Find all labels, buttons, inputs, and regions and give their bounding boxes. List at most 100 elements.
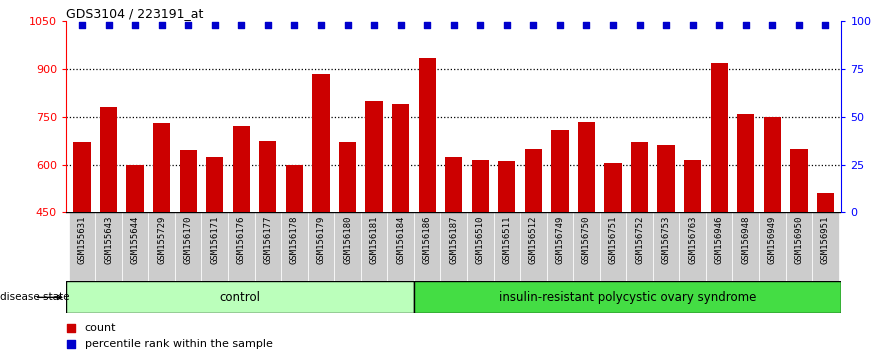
- Bar: [259, 141, 277, 354]
- Bar: [790, 149, 808, 354]
- Text: GSM156950: GSM156950: [795, 216, 803, 264]
- Point: [75, 22, 89, 28]
- Point: [208, 22, 222, 28]
- Bar: [631, 142, 648, 354]
- Point: [314, 22, 328, 28]
- Text: GSM156751: GSM156751: [609, 216, 618, 264]
- Bar: [706, 212, 732, 281]
- Bar: [127, 165, 144, 354]
- Bar: [737, 114, 754, 354]
- Text: percentile rank within the sample: percentile rank within the sample: [85, 339, 272, 349]
- Bar: [759, 212, 786, 281]
- Bar: [180, 150, 196, 354]
- Point: [261, 22, 275, 28]
- Bar: [711, 63, 728, 354]
- Bar: [233, 126, 250, 354]
- Text: GSM155644: GSM155644: [130, 216, 139, 264]
- Bar: [679, 212, 706, 281]
- Text: GSM156511: GSM156511: [502, 216, 511, 264]
- Bar: [175, 212, 202, 281]
- Text: GSM156512: GSM156512: [529, 216, 538, 264]
- Text: GSM155643: GSM155643: [104, 216, 113, 264]
- Bar: [600, 212, 626, 281]
- Point: [606, 22, 620, 28]
- Point: [685, 22, 700, 28]
- Text: GSM155729: GSM155729: [157, 216, 167, 264]
- Bar: [440, 212, 467, 281]
- Text: GSM156180: GSM156180: [343, 216, 352, 264]
- Bar: [764, 117, 781, 354]
- Bar: [392, 104, 410, 354]
- Bar: [578, 121, 595, 354]
- Bar: [388, 212, 414, 281]
- Text: count: count: [85, 322, 116, 332]
- Point: [739, 22, 753, 28]
- Bar: [626, 212, 653, 281]
- Bar: [812, 212, 839, 281]
- Point: [553, 22, 567, 28]
- Text: disease state: disease state: [0, 292, 70, 302]
- Bar: [414, 212, 440, 281]
- Point: [154, 22, 168, 28]
- Text: insulin-resistant polycystic ovary syndrome: insulin-resistant polycystic ovary syndr…: [499, 291, 756, 304]
- Point: [580, 22, 594, 28]
- Bar: [445, 156, 463, 354]
- Bar: [228, 212, 255, 281]
- Bar: [334, 212, 361, 281]
- Bar: [339, 142, 356, 354]
- Text: GSM156949: GSM156949: [768, 216, 777, 264]
- Text: GSM156187: GSM156187: [449, 216, 458, 264]
- Bar: [552, 130, 568, 354]
- Bar: [255, 212, 281, 281]
- Point: [712, 22, 726, 28]
- Bar: [604, 163, 622, 354]
- Bar: [817, 193, 834, 354]
- Bar: [69, 212, 95, 281]
- Bar: [657, 145, 675, 354]
- Text: GSM156186: GSM156186: [423, 216, 432, 264]
- Point: [633, 22, 647, 28]
- Bar: [361, 212, 388, 281]
- Text: GSM156948: GSM156948: [741, 216, 751, 264]
- Point: [447, 22, 461, 28]
- Text: GSM156750: GSM156750: [582, 216, 591, 264]
- Point: [328, 274, 342, 279]
- Text: GSM156178: GSM156178: [290, 216, 299, 264]
- Point: [340, 22, 354, 28]
- Text: GSM156951: GSM156951: [821, 216, 830, 264]
- Bar: [73, 142, 91, 354]
- Text: GDS3104 / 223191_at: GDS3104 / 223191_at: [66, 7, 204, 20]
- Bar: [493, 212, 520, 281]
- Bar: [786, 212, 812, 281]
- Text: GSM156752: GSM156752: [635, 216, 644, 264]
- Text: GSM155631: GSM155631: [78, 216, 86, 264]
- Bar: [366, 101, 382, 354]
- Text: GSM156753: GSM156753: [662, 216, 670, 264]
- Point: [792, 22, 806, 28]
- Bar: [546, 212, 574, 281]
- Point: [500, 22, 514, 28]
- Text: control: control: [219, 291, 261, 304]
- Bar: [202, 212, 228, 281]
- Bar: [525, 149, 542, 354]
- Point: [420, 22, 434, 28]
- Text: GSM156181: GSM156181: [369, 216, 379, 264]
- Bar: [498, 161, 515, 354]
- Bar: [285, 165, 303, 354]
- Point: [766, 22, 780, 28]
- Bar: [574, 212, 600, 281]
- Bar: [520, 212, 546, 281]
- Text: GSM156510: GSM156510: [476, 216, 485, 264]
- Point: [128, 22, 142, 28]
- Point: [659, 22, 673, 28]
- Bar: [66, 281, 413, 313]
- Bar: [684, 160, 701, 354]
- Point: [818, 22, 833, 28]
- Point: [287, 22, 301, 28]
- Point: [234, 22, 248, 28]
- Bar: [206, 156, 224, 354]
- Point: [367, 22, 381, 28]
- Bar: [653, 212, 679, 281]
- Bar: [313, 74, 329, 354]
- Point: [394, 22, 408, 28]
